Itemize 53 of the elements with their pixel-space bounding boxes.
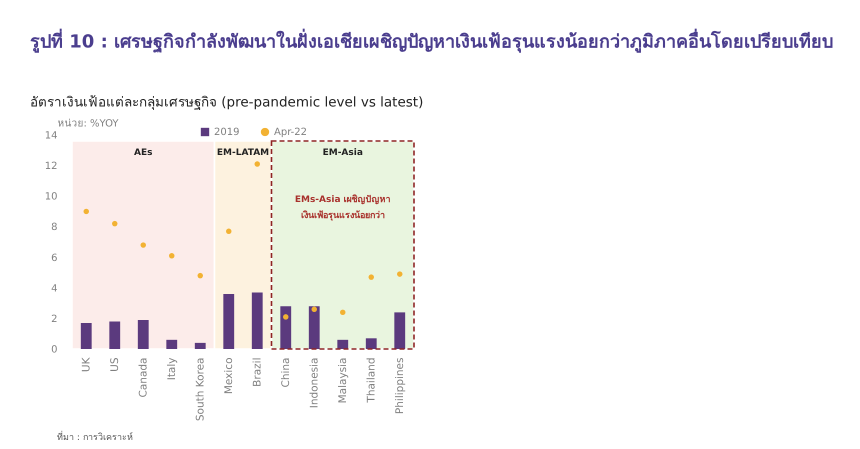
x-tick-label: Thailand [365, 358, 378, 404]
x-tick-label: South Korea [194, 358, 206, 422]
bar [166, 340, 178, 349]
bar [252, 292, 263, 349]
point [140, 242, 146, 248]
chart-subtitle: อัตราเงินเฟ้อแต่ละกลุ่มเศรษฐกิจ (pre-pandemic level vs latest) [30, 94, 424, 110]
point [226, 228, 232, 234]
x-tick-label: Malaysia [336, 358, 349, 404]
annotation: EMs-Asia เผชิญปัญหา เงินเฟ้อรุนแรงน้อยกว่า [294, 194, 391, 221]
x-tick-label: Italy [166, 358, 178, 380]
band-label: EM-Asia [322, 148, 363, 158]
bar [80, 323, 92, 349]
bar [366, 338, 377, 349]
text: ที่มา : การวิเคราะห์ [57, 430, 133, 443]
band-label: AEs [134, 148, 152, 158]
bar [194, 342, 206, 349]
y-tick-label: 6 [51, 252, 58, 264]
bar [308, 306, 320, 349]
y-tick-label: 0 [51, 344, 58, 356]
x-tick-label: Brazil [251, 358, 264, 387]
x-tick-label: China [280, 358, 292, 388]
x-tick-label: Mexico [222, 358, 235, 394]
y-tick-label: 2 [51, 314, 58, 325]
point [283, 314, 288, 320]
point [169, 253, 174, 258]
x-tick-label: Philippines [394, 358, 406, 414]
y-tick-label: 14 [44, 130, 58, 142]
y-axis-title: หน่วย: %YOY [58, 118, 120, 130]
point [254, 161, 260, 167]
bar [394, 312, 406, 349]
x-tick-label: US [108, 357, 121, 372]
point [198, 272, 203, 278]
bar [280, 306, 292, 349]
point [397, 271, 402, 277]
y-tick-label: 8 [51, 222, 58, 234]
band-label: EM-LATAM [216, 148, 270, 158]
y-tick-label: 4 [51, 283, 58, 294]
x-tick-label: Indonesia [308, 358, 320, 408]
x-tick-label: Canada [137, 358, 150, 398]
bar [109, 321, 120, 349]
bar [223, 294, 234, 349]
legend-label: Apr-22 [274, 127, 307, 138]
x-tick-label: UK [80, 356, 92, 372]
y-tick-label: 12 [44, 161, 58, 172]
point [340, 310, 346, 316]
y-tick-label: 10 [44, 192, 58, 203]
bar [138, 320, 149, 349]
chart-title: รูปที่ 10 : เศรษฐกิจกำลังพัฒนาในฝั่งเอเชียเผชิญปัญหาเงินเฟ้อรุนแรงน้อยกว่าภูมิภาคอื่นโดยเปรียบเทียบ [30, 28, 834, 54]
point [368, 274, 374, 280]
point [312, 306, 317, 312]
point [112, 220, 118, 226]
legend-label: 2019 [214, 127, 240, 138]
point [84, 208, 89, 214]
